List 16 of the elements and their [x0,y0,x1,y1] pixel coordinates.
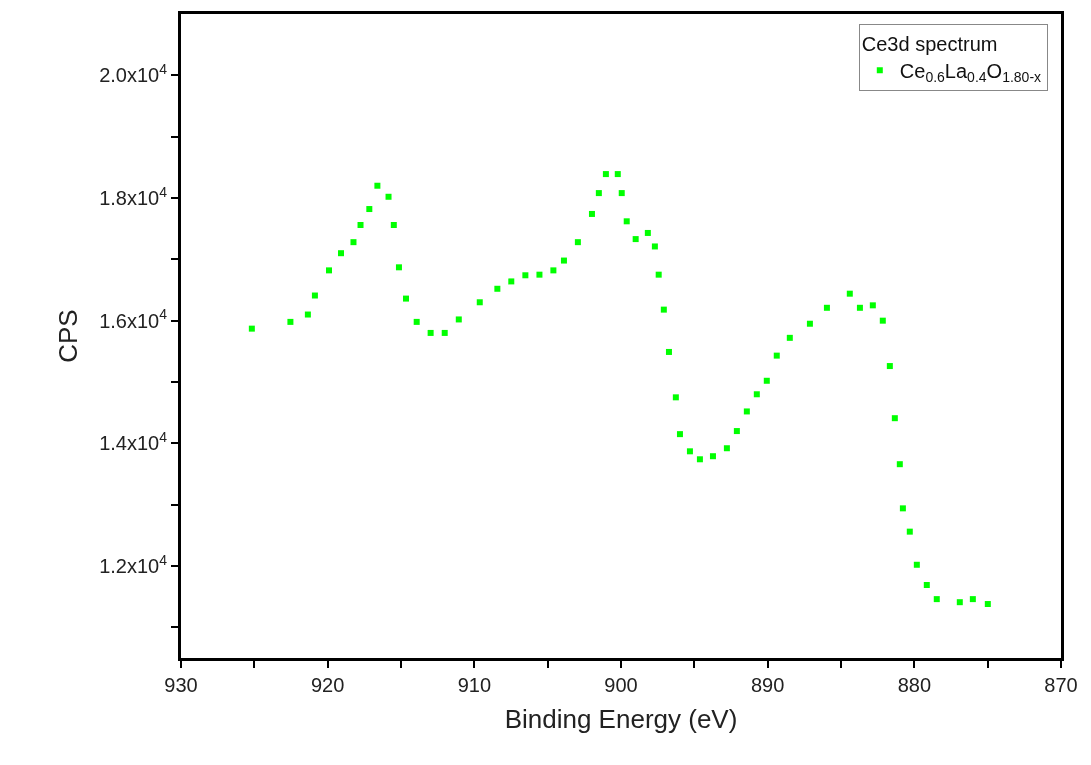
legend-label: Ce$_{0.6}$La$_{0.4}$O$_{1.80-x}$ [899,59,1042,86]
y-tick-label: 1.8x10$^{4}$ [99,183,168,209]
x-axis-title: Binding Energy (eV) [504,703,738,734]
x-tick-label: 910 [457,674,492,696]
y-tick-label: 1.4x10$^{4}$ [99,428,168,455]
x-tick-label: 920 [310,674,345,696]
y-tick-label: 1.6x10$^{4}$ [99,306,168,332]
legend-title: Ce3d spectrum [861,32,998,55]
y-axis-title: CPS [52,309,83,363]
x-tick-label: 870 [1044,674,1078,696]
x-tick-label: 930 [164,674,198,696]
x-tick-label: 880 [897,674,932,696]
y-tick-label: 1.2x10$^{4}$ [99,551,168,577]
x-tick-label: 900 [604,674,638,696]
x-tick-label: 890 [750,674,785,696]
y-tick-label: 2.0x10$^{4}$ [99,60,168,87]
